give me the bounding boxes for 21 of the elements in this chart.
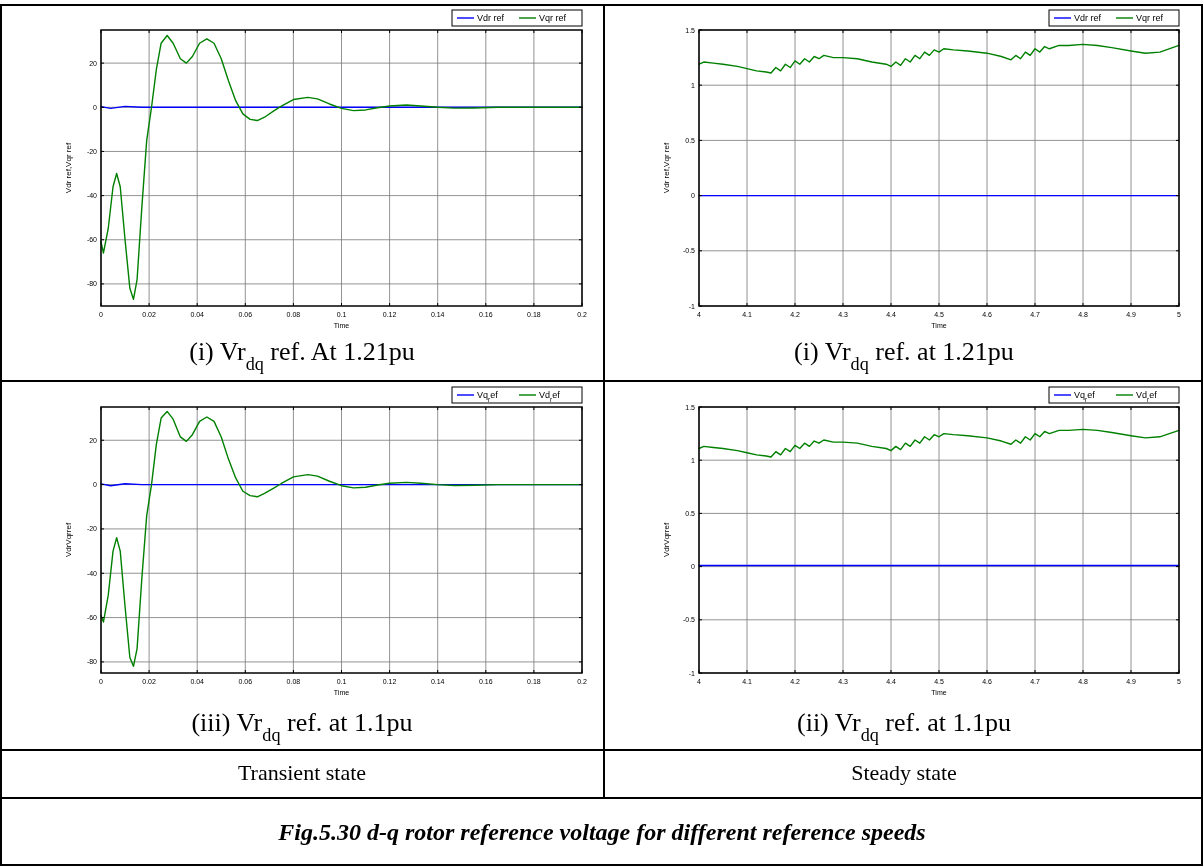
legend-label: Vq$_{r}$ef xyxy=(477,390,499,403)
text: Steady state xyxy=(851,760,957,785)
y-axis-title: Vdr ref,Vqr ref xyxy=(662,142,671,194)
legend-label: Vqr ref xyxy=(1136,13,1164,23)
y-axis-title: Vdr ref,Vqr ref xyxy=(64,142,73,194)
caption: Fig.5.30 d-q rotor reference voltage for different reference speeds xyxy=(277,819,926,845)
line-series xyxy=(698,43,1180,74)
text: Transient state xyxy=(237,760,367,785)
legend-label: Vd$_{r}$ef xyxy=(539,390,561,403)
legend-label: Vq$_{r}$ef xyxy=(1074,390,1096,403)
text: (ii) Vr$_{dq}$ ref. at 1.1pu xyxy=(797,708,1011,745)
line-series xyxy=(698,428,1180,458)
legend-label: Vdr ref xyxy=(477,13,505,23)
legend-label: Vqr ref xyxy=(539,13,567,23)
legend-label: Vdr ref xyxy=(1074,13,1102,23)
y-axis-title: VdrVqrref xyxy=(64,522,73,558)
text: (i) Vr$_{dq}$ ref. at 1.21pu xyxy=(794,337,1014,374)
legend-label: Vd$_{r}$ef xyxy=(1136,390,1158,403)
text: (i) Vr$_{dq}$ ref. At 1.21pu xyxy=(189,337,415,374)
y-axis-title: VdrVqrref xyxy=(662,522,671,558)
text: (iii) Vr$_{dq}$ ref. at 1.1pu xyxy=(191,708,413,745)
